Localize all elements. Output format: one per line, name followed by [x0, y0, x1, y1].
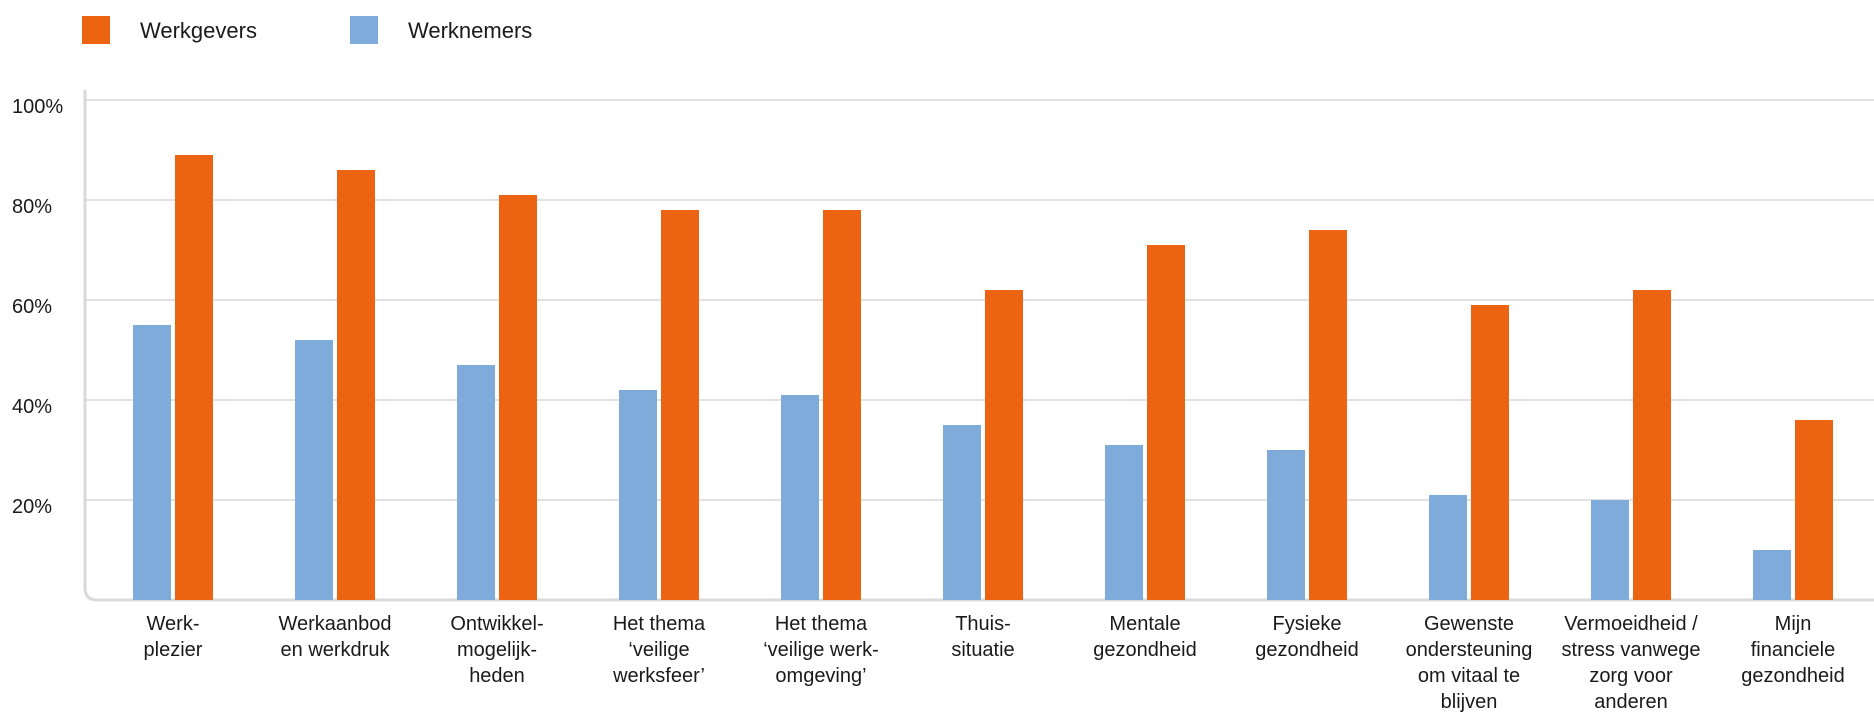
bar-werkgevers-10 — [1795, 420, 1833, 600]
bar-werknemers-3 — [619, 390, 657, 600]
bar-werkgevers-4 — [823, 210, 861, 600]
bar-werknemers-9 — [1591, 500, 1629, 600]
axes — [83, 90, 1874, 602]
category-label-4: Het thema ‘veilige werk-omgeving’ — [763, 613, 879, 687]
category-label-6: Mentale gezondheid — [1093, 613, 1196, 661]
legend-swatch-werknemers — [350, 16, 378, 44]
bar-werknemers-0 — [133, 325, 171, 600]
category-label-9: Vermoeidheid / stress vanwege zorg voor and… — [1562, 613, 1701, 713]
bar-werkgevers-8 — [1471, 305, 1509, 600]
axis-line — [83, 90, 1874, 602]
category-label-2: Ontwikkel-mogelijk-heden — [450, 613, 543, 687]
bar-werknemers-10 — [1753, 550, 1791, 600]
legend-swatch-werkgevers — [82, 16, 110, 44]
y-tick-label: 100% — [12, 96, 63, 118]
category-label-10: Mijn financiele gezondheid — [1741, 613, 1844, 687]
bar-werknemers-4 — [781, 395, 819, 600]
category-label-7: Fysieke gezondheid — [1255, 613, 1358, 661]
category-label-0: Werk-plezier — [144, 613, 203, 661]
bar-werkgevers-2 — [499, 195, 537, 600]
bar-werknemers-6 — [1105, 445, 1143, 600]
x-category-labels: Werk-plezier Werkaanbod en werkdruk Ontwikk… — [144, 613, 1845, 713]
bar-werkgevers-1 — [337, 170, 375, 600]
bar-werknemers-5 — [943, 425, 981, 600]
bar-werkgevers-6 — [1147, 245, 1185, 600]
bar-werknemers-1 — [295, 340, 333, 600]
bar-werknemers-2 — [457, 365, 495, 600]
y-tick-label: 60% — [12, 296, 52, 318]
y-tick-label: 40% — [12, 396, 52, 418]
legend: Werkgevers Werknemers — [82, 16, 532, 44]
bar-werkgevers-5 — [985, 290, 1023, 600]
category-label-1: Werkaanbod en werkdruk — [278, 613, 391, 661]
bar-werkgevers-7 — [1309, 230, 1347, 600]
y-tick-label: 20% — [12, 496, 52, 518]
y-tick-label: 80% — [12, 196, 52, 218]
bar-werknemers-7 — [1267, 450, 1305, 600]
gridlines — [85, 99, 1874, 501]
category-label-8: Gewenste ondersteuning om vitaal te blijven — [1406, 613, 1533, 713]
bar-werkgevers-9 — [1633, 290, 1671, 600]
category-label-3: Het thema ‘veilige werksfeer’ — [612, 613, 706, 687]
legend-label-werknemers: Werknemers — [408, 18, 532, 43]
bar-werknemers-8 — [1429, 495, 1467, 600]
bars — [133, 155, 1833, 600]
bar-werkgevers-0 — [175, 155, 213, 600]
y-tick-labels: 20% 40% 60% 80% 100% — [12, 96, 63, 518]
category-label-5: Thuis-situatie — [951, 613, 1014, 661]
legend-label-werkgevers: Werkgevers — [140, 18, 257, 43]
bar-werkgevers-3 — [661, 210, 699, 600]
